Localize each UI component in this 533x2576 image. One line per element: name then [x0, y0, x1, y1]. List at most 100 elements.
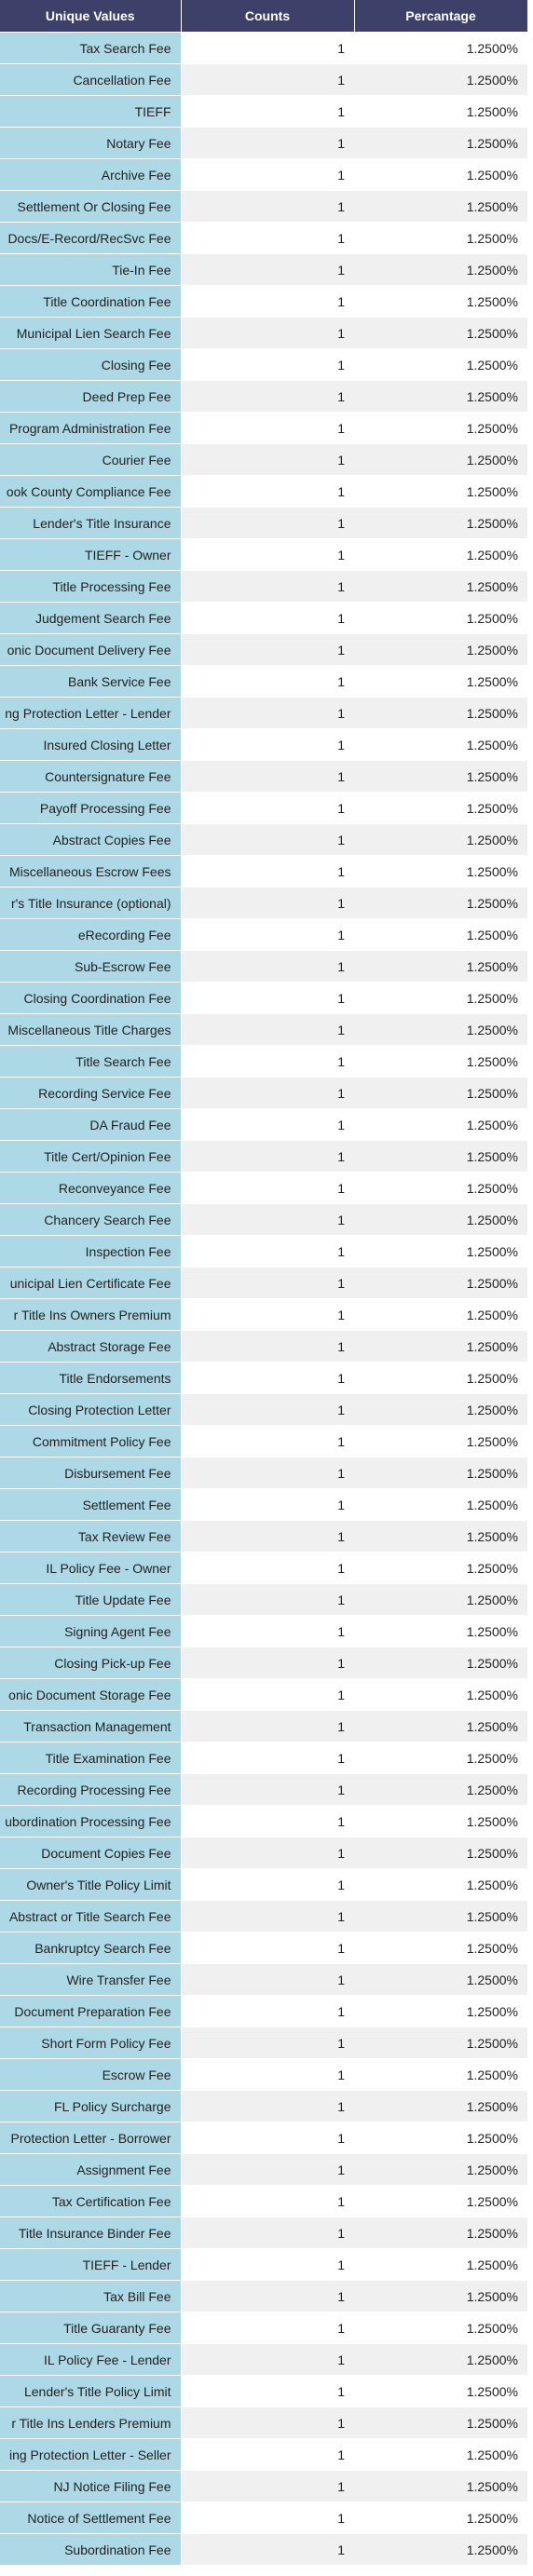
percentage-cell: 1.2500% [354, 1710, 527, 1742]
unique-value-cell: ng Protection Letter - Lender [0, 697, 182, 729]
unique-value-cell: Subordination Fee [0, 2533, 182, 2566]
unique-value-cell: Insured Closing Letter [0, 728, 182, 761]
table-row: Cancellation Fee 1 1.2500% [0, 63, 527, 96]
table-row: Title Examination Fee 1 1.2500% [0, 1742, 527, 1774]
table-row: Lender's Title Policy Limit 1 1.2500% [0, 2375, 527, 2407]
unique-value-cell: Closing Fee [0, 348, 182, 381]
table-row: Title Update Fee 1 1.2500% [0, 1583, 527, 1616]
unique-value-cell: Document Copies Fee [0, 1837, 182, 1869]
table-row: r Title Ins Owners Premium 1 1.2500% [0, 1298, 527, 1331]
count-cell: 1 [181, 760, 354, 793]
count-cell: 1 [181, 1710, 354, 1742]
unique-value-cell: Transaction Management [0, 1710, 182, 1742]
percentage-cell: 1.2500% [354, 1457, 527, 1489]
percentage-cell: 1.2500% [354, 1963, 527, 1996]
unique-value-cell: Closing Coordination Fee [0, 982, 182, 1014]
unique-value-cell: Docs/E-Record/RecSvc Fee [0, 222, 182, 254]
unique-value-cell: Bankruptcy Search Fee [0, 1932, 182, 1964]
count-cell: 1 [181, 1140, 354, 1173]
unique-value-cell: Title Update Fee [0, 1583, 182, 1616]
table-row: IL Policy Fee - Lender 1 1.2500% [0, 2343, 527, 2376]
percentage-cell: 1.2500% [354, 95, 527, 128]
percentage-cell: 1.2500% [354, 32, 527, 64]
count-cell: 1 [181, 2217, 354, 2249]
unique-value-cell: Signing Agent Fee [0, 1615, 182, 1647]
count-cell: 1 [181, 1900, 354, 1932]
table-body: Tax Search Fee 1 1.2500% Cancellation Fee 1 1… [0, 32, 527, 2566]
percentage-cell: 1.2500% [354, 950, 527, 983]
percentage-cell: 1.2500% [354, 412, 527, 444]
unique-value-cell: ubordination Processing Fee [0, 1805, 182, 1837]
table-row: Sub-Escrow Fee 1 1.2500% [0, 950, 527, 983]
percentage-cell: 1.2500% [354, 2153, 527, 2186]
table-row: Document Copies Fee 1 1.2500% [0, 1837, 527, 1869]
unique-value-cell: Title Processing Fee [0, 570, 182, 603]
percentage-cell: 1.2500% [354, 2280, 527, 2312]
table-row: Insured Closing Letter 1 1.2500% [0, 728, 527, 761]
percentage-cell: 1.2500% [354, 2438, 527, 2471]
table-row: Transaction Management 1 1.2500% [0, 1710, 527, 1742]
percentage-cell: 1.2500% [354, 633, 527, 666]
unique-value-cell: Deed Prep Fee [0, 380, 182, 413]
unique-value-cell: Program Administration Fee [0, 412, 182, 444]
unique-value-cell: Settlement Or Closing Fee [0, 190, 182, 223]
unique-value-cell: Wire Transfer Fee [0, 1963, 182, 1996]
percentage-cell: 1.2500% [354, 1773, 527, 1806]
table-row: Title Cert/Opinion Fee 1 1.2500% [0, 1140, 527, 1173]
table-row: Program Administration Fee 1 1.2500% [0, 412, 527, 444]
unique-value-cell: Notary Fee [0, 127, 182, 159]
table-row: ng Protection Letter - Lender 1 1.2500% [0, 697, 527, 729]
count-cell: 1 [181, 1172, 354, 1204]
percentage-cell: 1.2500% [354, 982, 527, 1014]
count-cell: 1 [181, 2501, 354, 2534]
table-row: Subordination Fee 1 1.2500% [0, 2533, 527, 2566]
unique-value-cell: Title Guaranty Fee [0, 2312, 182, 2344]
unique-value-cell: Tax Review Fee [0, 1520, 182, 1552]
count-cell: 1 [181, 348, 354, 381]
table-row: Abstract Storage Fee 1 1.2500% [0, 1330, 527, 1363]
count-cell: 1 [181, 1108, 354, 1141]
count-cell: 1 [181, 1045, 354, 1078]
percentage-cell: 1.2500% [354, 1552, 527, 1584]
count-cell: 1 [181, 1583, 354, 1616]
unique-value-cell: Recording Service Fee [0, 1077, 182, 1109]
count-cell: 1 [181, 2027, 354, 2059]
percentage-cell: 1.2500% [354, 792, 527, 824]
table-row: Short Form Policy Fee 1 1.2500% [0, 2027, 527, 2059]
unique-value-cell: Notice of Settlement Fee [0, 2501, 182, 2534]
percentage-cell: 1.2500% [354, 2312, 527, 2344]
table-row: Title Search Fee 1 1.2500% [0, 1045, 527, 1078]
unique-value-cell: Protection Letter - Borrower [0, 2122, 182, 2154]
count-cell: 1 [181, 1425, 354, 1457]
table-row: DA Fraud Fee 1 1.2500% [0, 1108, 527, 1141]
percentage-cell: 1.2500% [354, 2407, 527, 2439]
table-row: Assignment Fee 1 1.2500% [0, 2153, 527, 2186]
percentage-cell: 1.2500% [354, 2185, 527, 2217]
percentage-cell: 1.2500% [354, 570, 527, 603]
count-cell: 1 [181, 728, 354, 761]
percentage-cell: 1.2500% [354, 2501, 527, 2534]
percentage-cell: 1.2500% [354, 380, 527, 413]
count-cell: 1 [181, 32, 354, 64]
percentage-cell: 1.2500% [354, 443, 527, 476]
table-header: Unique Values Counts Percantage [0, 0, 528, 33]
percentage-cell: 1.2500% [354, 1013, 527, 1046]
unique-value-cell: Document Preparation Fee [0, 1995, 182, 2027]
table-row: Tax Bill Fee 1 1.2500% [0, 2280, 527, 2312]
unique-value-cell: onic Document Storage Fee [0, 1678, 182, 1711]
count-cell: 1 [181, 2280, 354, 2312]
count-cell: 1 [181, 2438, 354, 2471]
unique-value-cell: Miscellaneous Title Charges [0, 1013, 182, 1046]
count-cell: 1 [181, 443, 354, 476]
percentage-cell: 1.2500% [354, 2533, 527, 2566]
count-cell: 1 [181, 190, 354, 223]
unique-value-cell: Tax Certification Fee [0, 2185, 182, 2217]
percentage-cell: 1.2500% [354, 190, 527, 223]
count-cell: 1 [181, 665, 354, 698]
header-unique-values: Unique Values [0, 0, 182, 33]
table-row: Bankruptcy Search Fee 1 1.2500% [0, 1932, 527, 1964]
count-cell: 1 [181, 1773, 354, 1806]
percentage-cell: 1.2500% [354, 855, 527, 888]
unique-value-cell: Title Insurance Binder Fee [0, 2217, 182, 2249]
unique-value-cell: Short Form Policy Fee [0, 2027, 182, 2059]
